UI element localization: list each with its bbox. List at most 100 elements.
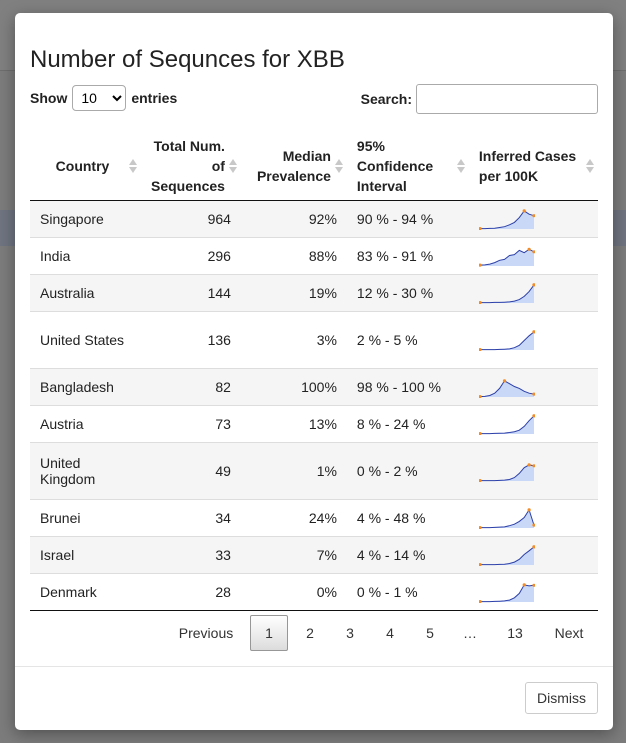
table-row: Denmark 28 0% 0 % - 1 %: [30, 573, 598, 611]
cell-confidence-interval: 4 % - 48 %: [346, 499, 469, 537]
sparkline-marker: [527, 508, 531, 512]
sparkline-chart: [478, 545, 535, 566]
page-length-select[interactable]: 10: [72, 85, 127, 111]
page-button-1[interactable]: 1: [250, 615, 288, 651]
sparkline-line: [479, 284, 535, 304]
sparkline-marker: [478, 600, 482, 603]
table-row: Singapore 964 92% 90 % - 94 %: [30, 200, 598, 238]
sparkline-marker: [532, 583, 535, 587]
page-button-2[interactable]: 2: [306, 625, 314, 641]
page-button-5[interactable]: 5: [426, 625, 434, 641]
sparkline-line: [479, 508, 535, 529]
cell-inferred-cases: [468, 368, 598, 406]
modal-dialog: Number of Sequnces for XBB Show 10 entri…: [15, 13, 613, 730]
next-page-button[interactable]: Next: [554, 625, 584, 641]
column-header-total[interactable]: Total Num. of Sequences: [141, 131, 241, 201]
cell-confidence-interval: 98 % - 100 %: [346, 368, 469, 406]
sparkline-area: [479, 284, 534, 303]
sort-icon: [456, 158, 465, 174]
sparkline-marker: [532, 392, 535, 396]
cell-median-prevalence: 19%: [240, 274, 347, 312]
cell-median-prevalence: 100%: [240, 368, 347, 406]
sparkline-marker: [502, 379, 507, 383]
page-button-3[interactable]: 3: [346, 625, 354, 641]
sparkline-line: [479, 415, 535, 435]
sort-icon: [334, 158, 343, 174]
sparkline-marker: [478, 563, 482, 566]
column-header-country[interactable]: Country: [30, 131, 141, 201]
cell-median-prevalence: 1%: [240, 442, 347, 500]
sort-icon: [228, 158, 237, 174]
sparkline-marker: [478, 263, 482, 267]
sparkline-chart: [478, 330, 535, 351]
cell-inferred-cases: [468, 536, 598, 574]
cell-inferred-cases: [468, 405, 598, 443]
cell-total-sequences: 49: [141, 442, 241, 500]
sparkline-chart: [478, 247, 535, 267]
cell-median-prevalence: 0%: [240, 573, 347, 611]
cell-total-sequences: 964: [141, 200, 241, 238]
cell-country: Singapore: [30, 200, 141, 238]
modal-footer-divider: [15, 666, 613, 667]
cell-country: Brunei: [30, 499, 141, 537]
cell-confidence-interval: 83 % - 91 %: [346, 237, 469, 275]
cell-confidence-interval: 8 % - 24 %: [346, 405, 469, 443]
sparkline-marker: [522, 583, 526, 587]
cell-median-prevalence: 7%: [240, 536, 347, 574]
table-row: Austria 73 13% 8 % - 24 %: [30, 405, 598, 443]
entries-label: entries: [131, 90, 178, 106]
cell-inferred-cases: [468, 311, 598, 369]
column-header-ci[interactable]: 95% Confidence Interval: [346, 131, 469, 201]
cell-total-sequences: 33: [141, 536, 241, 574]
table-body: Singapore 964 92% 90 % - 94 % India 296 88% 83 …: [30, 200, 598, 611]
column-header-label: Country: [55, 157, 110, 174]
page-button-4[interactable]: 4: [386, 625, 394, 641]
cell-total-sequences: 144: [141, 274, 241, 312]
cell-inferred-cases: [468, 274, 598, 312]
column-header-label: Median Prevalence: [256, 147, 331, 184]
cell-median-prevalence: 92%: [240, 200, 347, 238]
page-button-13[interactable]: 13: [507, 625, 523, 641]
sparkline-area: [479, 509, 534, 528]
sparkline-chart: [478, 209, 535, 230]
previous-page-button[interactable]: Previous: [178, 625, 234, 641]
cell-total-sequences: 296: [141, 237, 241, 275]
sparkline-marker: [532, 523, 535, 527]
search-input[interactable]: [416, 84, 598, 114]
sparkline-area: [479, 464, 534, 481]
table-header-row: Country Total Num. of Sequences Median P…: [30, 131, 598, 201]
cell-country: India: [30, 237, 141, 275]
sparkline-chart: [478, 379, 535, 398]
column-header-median[interactable]: Median Prevalence: [240, 131, 347, 201]
sparkline-chart: [478, 414, 535, 435]
column-header-inferred[interactable]: Inferred Cases per 100K: [468, 131, 598, 201]
search-label: Search:: [360, 91, 412, 107]
table-row: Australia 144 19% 12 % - 30 %: [30, 274, 598, 312]
cell-total-sequences: 28: [141, 573, 241, 611]
sparkline-marker: [522, 209, 526, 213]
show-label: Show: [30, 90, 68, 106]
cell-median-prevalence: 13%: [240, 405, 347, 443]
cell-country: Israel: [30, 536, 141, 574]
cell-confidence-interval: 12 % - 30 %: [346, 274, 469, 312]
sparkline-marker: [478, 395, 482, 398]
modal-title: Number of Sequnces for XBB: [30, 46, 345, 73]
sparkline-marker: [532, 414, 535, 418]
sparkline-marker: [527, 463, 531, 467]
table-row: Brunei 34 24% 4 % - 48 %: [30, 499, 598, 537]
cell-country: Australia: [30, 274, 141, 312]
table-row: Bangladesh 82 100% 98 % - 100 %: [30, 368, 598, 406]
cell-country: Denmark: [30, 573, 141, 611]
sparkline-line: [479, 464, 535, 482]
sparkline-chart: [478, 283, 535, 304]
sparkline-line: [479, 248, 535, 266]
sequences-table: Country Total Num. of Sequences Median P…: [30, 131, 598, 611]
sparkline-marker: [478, 432, 482, 435]
table-row: Israel 33 7% 4 % - 14 %: [30, 536, 598, 574]
dismiss-button[interactable]: Dismiss: [525, 682, 598, 714]
cell-total-sequences: 34: [141, 499, 241, 537]
cell-total-sequences: 82: [141, 368, 241, 406]
cell-country: Austria: [30, 405, 141, 443]
sparkline-marker: [478, 301, 482, 304]
sparkline-line: [479, 380, 535, 398]
